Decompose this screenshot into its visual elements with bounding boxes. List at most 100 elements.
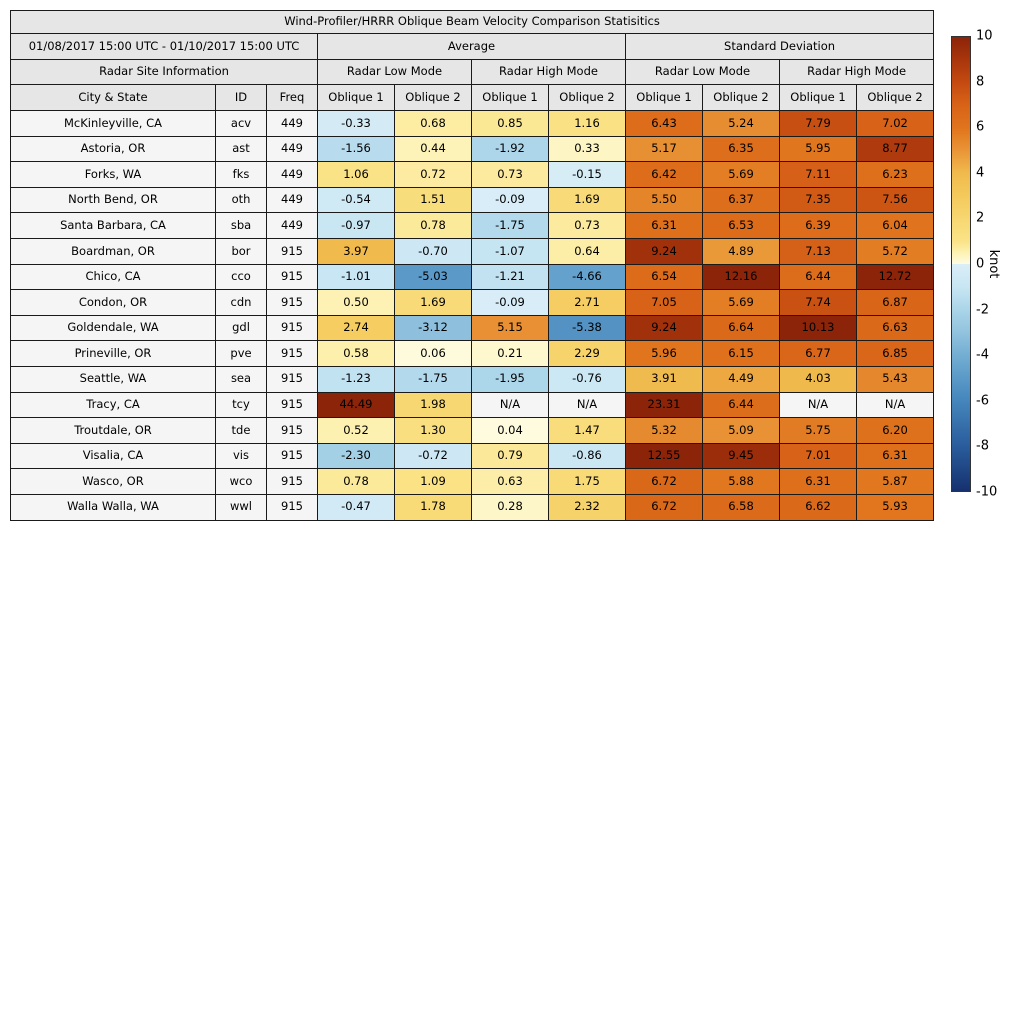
site-info-header: Radar Site Information (10, 59, 318, 85)
value-cell: 1.16 (548, 110, 626, 137)
value-cell: 6.31 (625, 212, 703, 239)
value-cell: -0.47 (317, 493, 395, 521)
value-cell: 5.09 (702, 417, 780, 444)
value-cell: 7.11 (779, 161, 857, 188)
site-id-cell: bor (215, 237, 267, 265)
site-id-cell: cco (215, 263, 267, 291)
value-cell: 6.64 (702, 314, 780, 342)
value-cell: 5.43 (855, 365, 935, 393)
value-cell: 0.33 (548, 135, 626, 163)
value-cell: -0.15 (548, 161, 626, 188)
value-cell: 0.68 (394, 110, 472, 137)
site-id-cell: tcy (215, 391, 267, 419)
site-id-cell: ast (215, 135, 267, 163)
value-cell: 6.04 (855, 212, 935, 239)
average-group-header: Average (317, 33, 626, 60)
value-cell: 7.02 (855, 110, 935, 137)
value-cell: 1.69 (394, 289, 472, 316)
value-cell: 2.29 (548, 340, 626, 367)
value-cell: 1.06 (317, 161, 395, 188)
value-cell: 0.78 (394, 212, 472, 239)
col-header-freq: Freq (266, 84, 318, 111)
value-cell: 6.85 (855, 340, 935, 367)
site-id-cell: pve (215, 340, 267, 367)
value-cell: 6.87 (855, 289, 935, 316)
value-cell: 0.64 (548, 237, 626, 265)
value-cell: 7.56 (855, 186, 935, 214)
freq-cell: 915 (266, 417, 318, 444)
value-cell: 0.06 (394, 340, 472, 367)
value-cell: 0.78 (317, 468, 395, 495)
freq-cell: 449 (266, 110, 318, 137)
value-cell: -0.70 (394, 237, 472, 265)
value-cell: 5.88 (702, 468, 780, 495)
freq-cell: 915 (266, 314, 318, 342)
date-range: 01/08/2017 15:00 UTC - 01/10/2017 15:00 … (10, 33, 318, 60)
value-cell: 5.24 (702, 110, 780, 137)
value-cell: -0.09 (471, 186, 549, 214)
table-row: North Bend, OR oth 449 -0.54 1.51 -0.09 1.69 5.… (10, 186, 935, 214)
value-cell: 7.74 (779, 289, 857, 316)
freq-cell: 449 (266, 135, 318, 163)
value-cell: -1.07 (471, 237, 549, 265)
colorbar (951, 36, 971, 492)
value-cell: 4.03 (779, 365, 857, 393)
city-cell: Walla Walla, WA (10, 493, 216, 521)
col-header-oblique: Oblique 1 (625, 84, 703, 111)
freq-cell: 449 (266, 212, 318, 239)
city-cell: Goldendale, WA (10, 314, 216, 342)
mode-header-avg-high: Radar High Mode (471, 59, 626, 85)
table-row: Astoria, OR ast 449 -1.56 0.44 -1.92 0.33 5.17 6… (10, 135, 935, 163)
site-id-cell: acv (215, 110, 267, 137)
value-cell: 1.09 (394, 468, 472, 495)
col-header-id: ID (215, 84, 267, 111)
city-cell: Chico, CA (10, 263, 216, 291)
city-cell: Boardman, OR (10, 237, 216, 265)
value-cell: -1.21 (471, 263, 549, 291)
value-cell: 2.32 (548, 493, 626, 521)
value-cell: 2.74 (317, 314, 395, 342)
value-cell: 6.39 (779, 212, 857, 239)
city-cell: Visalia, CA (10, 442, 216, 470)
colorbar-unit-label: knot (986, 249, 1001, 279)
site-id-cell: cdn (215, 289, 267, 316)
value-cell: 3.97 (317, 237, 395, 265)
site-id-cell: gdl (215, 314, 267, 342)
freq-cell: 915 (266, 391, 318, 419)
value-cell: -0.86 (548, 442, 626, 470)
site-id-cell: tde (215, 417, 267, 444)
value-cell: -0.54 (317, 186, 395, 214)
value-cell: 0.58 (317, 340, 395, 367)
value-cell: 0.72 (394, 161, 472, 188)
value-cell: 12.55 (625, 442, 703, 470)
std-deviation-group-header: Standard Deviation (624, 33, 935, 60)
value-cell: -1.75 (471, 212, 549, 239)
value-cell: 1.75 (548, 468, 626, 495)
col-header-oblique: Oblique 1 (317, 84, 395, 111)
value-cell: 5.50 (625, 186, 703, 214)
table-row: Chico, CA cco 915 -1.01 -5.03 -1.21 -4.66 6.54 1… (10, 263, 935, 291)
colorbar-tick-label: 2 (976, 210, 985, 226)
value-cell: 5.69 (702, 161, 780, 188)
value-cell: N/A (548, 391, 626, 419)
mode-header-std-high: Radar High Mode (778, 59, 935, 85)
value-cell: 0.63 (471, 468, 549, 495)
value-cell: 6.35 (702, 135, 780, 163)
city-cell: Troutdale, OR (10, 417, 216, 444)
value-cell: 1.30 (394, 417, 472, 444)
freq-cell: 915 (266, 442, 318, 470)
freq-cell: 915 (266, 289, 318, 316)
site-id-cell: wwl (215, 493, 267, 521)
col-header-oblique: Oblique 2 (394, 84, 472, 111)
value-cell: -1.56 (317, 135, 395, 163)
table-row: Visalia, CA vis 915 -2.30 -0.72 0.79 -0.86 12.5… (10, 442, 935, 470)
value-cell: 5.96 (625, 340, 703, 367)
value-cell: 12.72 (855, 263, 935, 291)
value-cell: 4.49 (702, 365, 780, 393)
value-cell: 12.16 (702, 263, 780, 291)
value-cell: -5.38 (548, 314, 626, 342)
value-cell: 0.28 (471, 493, 549, 521)
value-cell: 7.05 (625, 289, 703, 316)
colorbar-tick-label: -4 (976, 347, 989, 363)
table-body: McKinleyville, CA acv 449 -0.33 0.68 0.85 1.16… (10, 110, 935, 521)
